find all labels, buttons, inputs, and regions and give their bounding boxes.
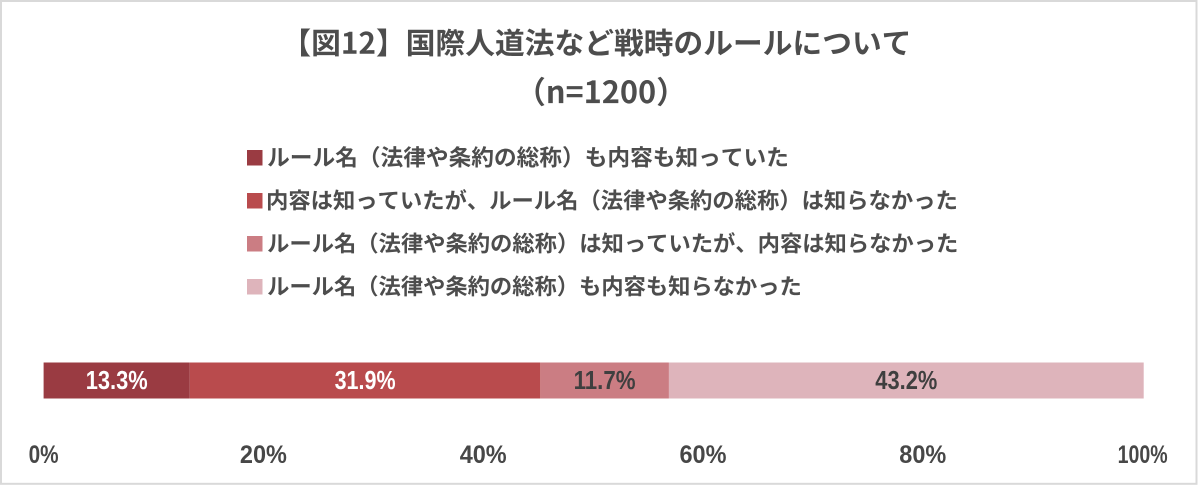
svg-text:43.2%: 43.2% [875,365,937,395]
svg-text:100%: 100% [1118,441,1168,469]
svg-text:11.7%: 11.7% [574,365,636,395]
svg-text:31.9%: 31.9% [335,365,396,395]
svg-text:20%: 20% [240,441,287,469]
svg-text:80%: 80% [899,441,946,469]
svg-text:0%: 0% [29,441,59,469]
svg-text:60%: 60% [680,441,727,469]
svg-text:40%: 40% [460,441,507,469]
svg-text:13.3%: 13.3% [86,365,148,395]
